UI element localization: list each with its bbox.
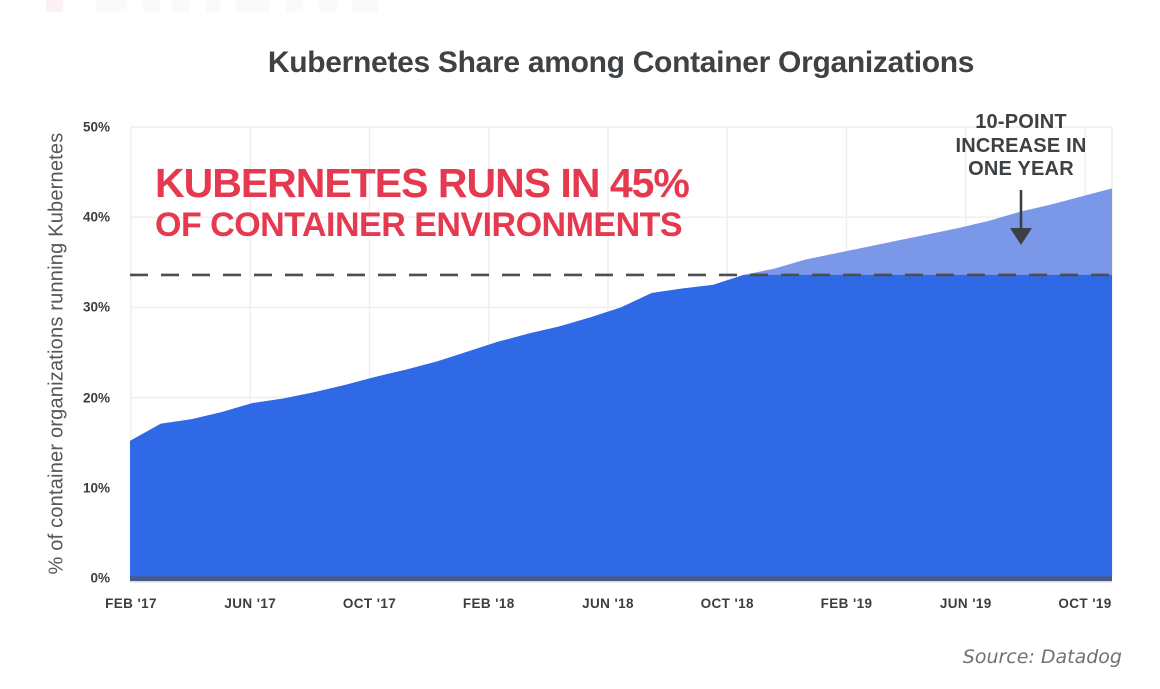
callout-line2: INCREASE IN: [955, 134, 1087, 157]
y-tick-label: 50%: [82, 119, 110, 135]
top-edge-artifact: [352, 0, 378, 12]
y-axis-title: % of container organizations running Kub…: [45, 132, 68, 575]
headline-annotation: KUBERNETES RUNS IN 45% OF CONTAINER ENVI…: [155, 160, 690, 244]
y-tick-label: 20%: [82, 390, 110, 406]
top-edge-artifact: [46, 0, 63, 12]
x-tick-label: JUN '17: [224, 596, 277, 611]
top-edge-artifact: [286, 0, 303, 12]
callout-line3: ONE YEAR: [968, 158, 1074, 180]
x-tick-label: OCT '17: [342, 596, 397, 611]
callout-line1: 10-POINT: [975, 111, 1067, 133]
x-tick-label: JUN '18: [582, 596, 634, 611]
x-tick-label: FEB '18: [462, 596, 515, 611]
y-tick-label: 30%: [82, 299, 110, 315]
callout-annotation: 10-POINT INCREASE IN ONE YEAR: [941, 111, 1101, 182]
headline-line1: KUBERNETES RUNS IN 45%: [155, 160, 690, 206]
top-edge-artifact: [236, 0, 270, 12]
x-tick-label: JUN '19: [939, 596, 992, 611]
source-note: Source: Datadog: [962, 646, 1122, 668]
top-edge-artifact: [96, 0, 127, 12]
baseline-underline: [130, 581, 1112, 583]
down-arrow-icon: [1010, 190, 1032, 245]
top-edge-artifact: [143, 0, 160, 12]
baseline-bar: [130, 576, 1112, 581]
top-edge-artifact: [319, 0, 337, 12]
y-tick-label: 10%: [82, 480, 110, 496]
headline-line2: OF CONTAINER ENVIRONMENTS: [155, 206, 683, 244]
top-edge-artifact: [206, 0, 220, 12]
x-tick-label: FEB '19: [820, 596, 873, 611]
chart-title: Kubernetes Share among Container Organiz…: [267, 46, 975, 79]
y-tick-label: 0%: [90, 570, 110, 586]
x-tick-label: OCT '18: [700, 596, 754, 611]
area-series-main: [130, 274, 1112, 578]
y-tick-label: 40%: [82, 209, 110, 225]
top-edge-artifact: [172, 0, 190, 12]
x-tick-label: OCT '19: [1058, 596, 1112, 611]
x-tick-label: FEB '17: [105, 596, 157, 611]
